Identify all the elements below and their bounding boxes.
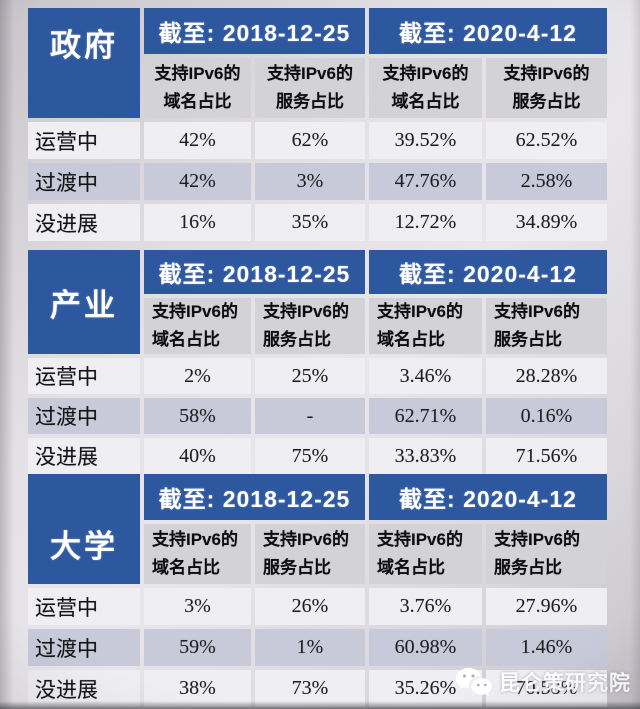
row-label: 没进展 bbox=[28, 438, 140, 474]
group-label-cell: 大学 bbox=[28, 474, 140, 584]
table-cell: 40% bbox=[144, 438, 251, 474]
table-cell: 62% bbox=[255, 122, 365, 159]
table-cell: 59% bbox=[144, 629, 251, 666]
table-cell: 62.52% bbox=[486, 122, 607, 159]
table-industry: 产业 截至: 2018-12-25 截至: 2020-4-12 支持IPv6的域… bbox=[28, 250, 608, 474]
subheader-domain-2018: 支持IPv6的 域名占比 bbox=[144, 58, 251, 118]
row-label: 运营中 bbox=[28, 588, 140, 625]
date-header-2020: 截至: 2020-4-12 bbox=[369, 250, 607, 294]
table-cell: 1.46% bbox=[486, 629, 607, 666]
subheader-service-2020: 支持IPv6的 服务占比 bbox=[486, 298, 607, 354]
row-label: 过渡中 bbox=[28, 163, 140, 200]
subheader-domain-2020: 支持IPv6的 域名占比 bbox=[369, 524, 482, 584]
group-label: 大学 bbox=[50, 528, 118, 564]
subheader-line2: 域名占比 bbox=[152, 558, 220, 577]
group-label-cell: 产业 bbox=[28, 250, 140, 354]
subheader-line2: 域名占比 bbox=[377, 330, 445, 349]
subheader-domain-2020: 支持IPv6的 域名占比 bbox=[369, 298, 482, 354]
row-label: 运营中 bbox=[28, 122, 140, 159]
row-label: 没进展 bbox=[28, 670, 140, 707]
table-cell: 1% bbox=[255, 629, 365, 666]
subheader-service-2020: 支持IPv6的 服务占比 bbox=[486, 524, 607, 584]
table-cell: 26% bbox=[255, 588, 365, 625]
watermark-text: 昆仑策研究院 bbox=[499, 672, 631, 695]
table-cell: 34.89% bbox=[486, 204, 607, 241]
table-cell: 27.96% bbox=[486, 588, 607, 625]
row-label: 没进展 bbox=[28, 204, 140, 241]
subheader-line1: 支持IPv6的 bbox=[377, 529, 463, 549]
watermark: 昆仑策研究院 bbox=[454, 666, 631, 698]
row-label: 过渡中 bbox=[28, 629, 140, 666]
date-header-2018: 截至: 2018-12-25 bbox=[144, 474, 365, 520]
subheader-service-2018: 支持IPv6的 服务占比 bbox=[255, 298, 365, 354]
subheader-domain-2018: 支持IPv6的 域名占比 bbox=[144, 524, 251, 584]
table-government: 政府 截至: 2018-12-25 截至: 2020-4-12 支持IPv6的域… bbox=[28, 8, 608, 241]
table-cell: 12.72% bbox=[369, 204, 482, 241]
table-cell: 3.46% bbox=[369, 358, 482, 394]
subheader-line1: 支持IPv6的 bbox=[382, 63, 469, 83]
subheader-line1: 支持IPv6的 bbox=[263, 301, 349, 321]
subheader-line1: 支持IPv6的 bbox=[152, 301, 238, 321]
subheader-line1: 支持IPv6的 bbox=[503, 63, 590, 83]
subheader-line1: 支持IPv6的 bbox=[267, 63, 353, 83]
subheader-line1: 支持IPv6的 bbox=[377, 301, 463, 321]
table-cell: 58% bbox=[144, 398, 251, 434]
subheader-service-2018: 支持IPv6的 服务占比 bbox=[255, 524, 365, 584]
table-cell: 42% bbox=[144, 122, 251, 159]
subheader-line2: 域名占比 bbox=[152, 330, 220, 349]
subheader-line1: 支持IPv6的 bbox=[494, 529, 580, 549]
subheader-line2: 服务占比 bbox=[512, 92, 581, 111]
table-cell: 28.28% bbox=[486, 358, 607, 394]
table-cell: 2.58% bbox=[486, 163, 607, 200]
table-cell: - bbox=[255, 398, 365, 434]
table-cell: 42% bbox=[144, 163, 251, 200]
subheader-line2: 服务占比 bbox=[263, 330, 331, 349]
subheader-service-2018: 支持IPv6的 服务占比 bbox=[255, 58, 365, 118]
subheader-line2: 域名占比 bbox=[391, 92, 460, 111]
wechat-icon bbox=[456, 668, 492, 697]
group-label: 政府 bbox=[50, 28, 118, 63]
table-cell: 39.52% bbox=[369, 122, 482, 159]
table-cell: 60.98% bbox=[369, 629, 482, 666]
table-cell: 33.83% bbox=[369, 438, 482, 474]
subheader-line1: 支持IPv6的 bbox=[154, 63, 241, 83]
table-cell: 71.56% bbox=[486, 438, 607, 474]
table-cell: 3% bbox=[255, 163, 365, 200]
table-cell: 0.16% bbox=[486, 398, 607, 434]
table-cell: 73% bbox=[255, 670, 365, 707]
group-label-cell: 政府 bbox=[28, 8, 140, 118]
subheader-line2: 域名占比 bbox=[377, 558, 445, 577]
row-label: 运营中 bbox=[28, 358, 140, 394]
subheader-line2: 服务占比 bbox=[263, 558, 331, 577]
subheader-domain-2020: 支持IPv6的 域名占比 bbox=[369, 58, 482, 118]
table-cell: 25% bbox=[255, 358, 365, 394]
table-cell: 47.76% bbox=[369, 163, 482, 200]
subheader-line2: 服务占比 bbox=[494, 330, 562, 349]
subheader-line1: 支持IPv6的 bbox=[263, 529, 349, 549]
date-header-2018: 截至: 2018-12-25 bbox=[144, 8, 365, 54]
subheader-line2: 服务占比 bbox=[494, 558, 562, 577]
table-cell: 3.76% bbox=[369, 588, 482, 625]
date-header-2020: 截至: 2020-4-12 bbox=[369, 474, 607, 520]
subheader-line1: 支持IPv6的 bbox=[494, 301, 580, 321]
subheader-service-2020: 支持IPv6的 服务占比 bbox=[486, 58, 607, 118]
table-cell: 35% bbox=[255, 204, 365, 241]
date-header-2020: 截至: 2020-4-12 bbox=[369, 8, 607, 54]
table-cell: 2% bbox=[144, 358, 251, 394]
subheader-line1: 支持IPv6的 bbox=[152, 529, 238, 549]
table-cell: 62.71% bbox=[369, 398, 482, 434]
table-cell: 16% bbox=[144, 204, 251, 241]
subheader-domain-2018: 支持IPv6的 域名占比 bbox=[144, 298, 251, 354]
date-header-2018: 截至: 2018-12-25 bbox=[144, 250, 365, 294]
subheader-line2: 域名占比 bbox=[163, 92, 232, 111]
table-cell: 3% bbox=[144, 588, 251, 625]
row-label: 过渡中 bbox=[28, 398, 140, 434]
tables-stack: 政府 截至: 2018-12-25 截至: 2020-4-12 支持IPv6的域… bbox=[28, 8, 608, 707]
subheader-line2: 服务占比 bbox=[276, 92, 344, 111]
table-cell: 75% bbox=[255, 438, 365, 474]
group-label: 产业 bbox=[50, 287, 118, 323]
table-cell: 38% bbox=[144, 670, 251, 707]
